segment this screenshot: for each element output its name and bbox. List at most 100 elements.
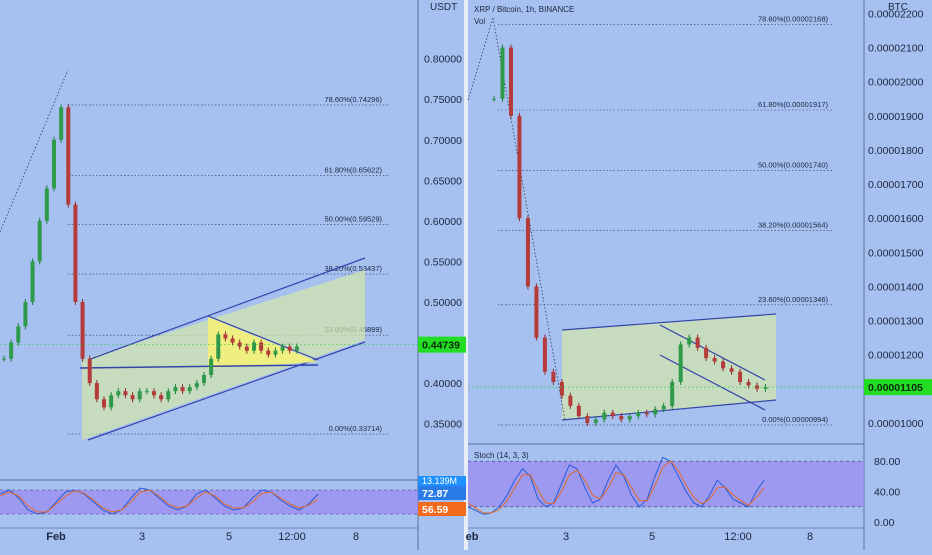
price-tick-label: 0.60000 — [424, 216, 462, 228]
candle-body — [123, 391, 128, 396]
candle-body — [16, 326, 21, 343]
price-tick-label: 0.00001900 — [868, 111, 924, 123]
channel-line — [561, 313, 777, 331]
fib-label: 38.20%(0.00001564) — [758, 220, 829, 229]
price-tick-label: 0.40000 — [424, 378, 462, 390]
candle-body — [202, 374, 206, 384]
candle-body — [644, 412, 649, 415]
stoch-d-label: 56.59 — [422, 504, 448, 516]
channel-line — [561, 399, 777, 421]
candle-body — [610, 412, 615, 417]
trend-line — [0, 69, 69, 233]
candle-body — [687, 337, 692, 345]
candle-body — [37, 220, 42, 262]
time-tick-label: 8 — [807, 531, 813, 543]
candle-body — [508, 47, 513, 116]
candle-body — [252, 342, 256, 351]
candle-body — [763, 387, 768, 389]
candle-body — [166, 391, 171, 400]
stoch-d-badge — [418, 502, 466, 516]
stoch-k-badge — [418, 486, 466, 500]
candle-body — [492, 98, 496, 100]
candle-body — [704, 347, 709, 359]
fib-label: 0.00%(0.33714) — [329, 424, 383, 433]
price-tick-label: 0.00002000 — [868, 77, 924, 89]
candle-body — [534, 286, 539, 338]
candle-body — [585, 416, 590, 423]
channel-line — [87, 257, 366, 361]
fib-label: 38.20%(0.53437) — [324, 264, 382, 273]
candle-body — [66, 107, 71, 205]
flag-line — [207, 315, 319, 361]
candle-body — [109, 395, 114, 408]
candle-body — [244, 346, 249, 351]
candle-body — [280, 346, 285, 351]
candle-body — [9, 342, 14, 359]
candle-body — [712, 358, 717, 362]
candle-body — [152, 391, 156, 396]
candle-body — [130, 395, 135, 400]
candle-body — [73, 204, 78, 302]
stoch-k-line — [0, 487, 319, 515]
price-tick-label: 0.75000 — [424, 94, 462, 106]
channel-line — [87, 341, 366, 441]
time-tick-label: 3 — [563, 531, 569, 543]
price-tick-label: 0.00001300 — [868, 316, 924, 328]
price-tick-label: 0.00001600 — [868, 213, 924, 225]
candle-body — [266, 350, 271, 355]
channel-fill — [562, 314, 776, 420]
candle-body — [500, 47, 505, 99]
last-price-label: 0.44739 — [422, 340, 460, 352]
candle-body — [670, 381, 675, 406]
panel-divider — [464, 0, 468, 550]
candle-body — [209, 358, 214, 375]
candle-body — [23, 301, 28, 327]
candle-body — [627, 416, 632, 420]
time-tick-label: 12:00 — [724, 531, 752, 543]
chart-title: XRP / Bitcoin, 1h, BINANCE — [474, 5, 574, 14]
trend-line — [467, 17, 494, 101]
stoch-k-label: 72.87 — [422, 488, 448, 500]
candle-body — [619, 416, 624, 420]
candle-body — [517, 115, 522, 219]
price-tick-label: 0.00001800 — [868, 145, 924, 157]
candle-body — [2, 358, 6, 360]
stoch-title: Stoch (14, 3, 3) — [474, 451, 529, 460]
candle-body — [542, 337, 547, 372]
stoch-band — [468, 461, 864, 507]
volume-badge — [418, 476, 466, 486]
candle-body — [180, 387, 185, 392]
candle-body — [144, 391, 149, 393]
price-tick-label: 0.00001700 — [868, 179, 924, 191]
time-tick-label: 5 — [226, 531, 232, 543]
price-tick-label: 0.55000 — [424, 256, 462, 268]
fib-label: 50.00%(0.00001740) — [758, 160, 829, 169]
candle-body — [52, 139, 56, 189]
flag-fill — [208, 317, 318, 368]
candle-body — [525, 218, 530, 287]
fib-label: 50.00%(0.59529) — [324, 215, 382, 224]
price-tick-label: 0.00001500 — [868, 247, 924, 259]
price-tick-label: 0.00001200 — [868, 350, 924, 362]
currency-label: BTC — [888, 2, 908, 13]
currency-label: USDT — [430, 2, 457, 13]
candle-body — [294, 346, 299, 351]
stoch-d-line — [0, 489, 319, 513]
candle-body — [230, 338, 235, 343]
price-tick-label: 0.00001000 — [868, 418, 924, 430]
time-tick-label: Feb — [46, 531, 66, 543]
indicator-label: Vol — [474, 17, 485, 26]
candle-body — [729, 368, 734, 372]
price-tick-label: 0.35000 — [424, 419, 462, 431]
candle-body — [80, 301, 85, 359]
candle-body — [59, 107, 64, 140]
candle-body — [94, 383, 99, 400]
price-axis-right — [864, 0, 932, 550]
candle-body — [559, 381, 564, 396]
stoch-k-line — [467, 456, 765, 515]
price-tick-label: 0.00002200 — [868, 8, 924, 20]
flag-line — [79, 364, 319, 369]
candle-body — [738, 371, 743, 382]
last-price-badge — [864, 379, 932, 396]
